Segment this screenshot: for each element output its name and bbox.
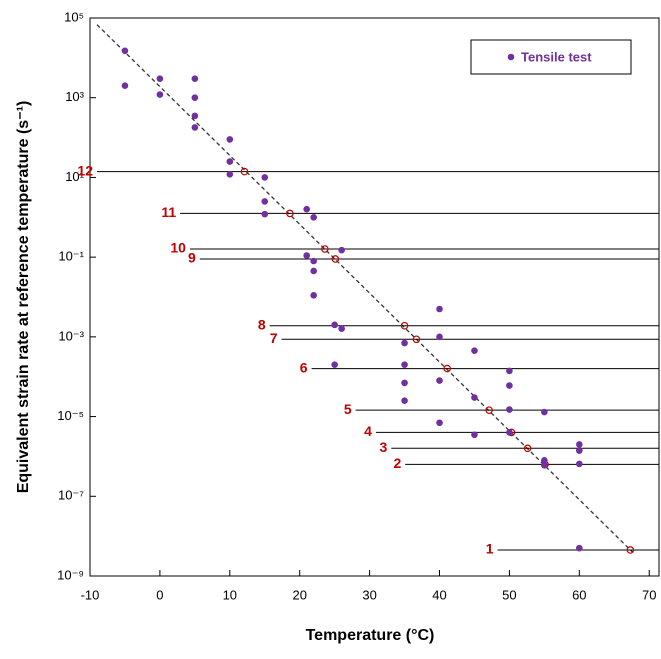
y-tick-label: 10³ [65,89,84,104]
intersection-point [626,546,635,554]
data-point [310,267,317,275]
data-point [471,431,478,439]
data-point [156,75,164,82]
intersection-point [331,255,340,263]
data-point [471,347,478,354]
data-point [541,408,548,416]
x-tick-label: 50 [502,587,516,602]
data-point [471,394,478,401]
x-tick-label: 0 [156,587,163,602]
x-tick-label: 60 [572,587,586,602]
data-point [401,339,408,347]
data-point [506,367,513,375]
y-tick-label: 10⁻⁹ [57,567,84,582]
data-point [156,91,164,98]
data-point [261,198,269,205]
data-point [191,75,199,82]
ref-label: 4 [364,423,372,439]
data-point [436,377,443,384]
ref-label: 5 [344,401,352,417]
data-point [121,47,129,55]
data-point [541,456,548,464]
x-tick-label: 70 [642,587,656,602]
data-point [576,460,583,468]
x-axis-title: Temperature (°C) [306,627,435,644]
ref-label: 7 [270,330,278,346]
ref-label: 10 [170,240,186,256]
intersection-point [412,335,421,344]
plot-frame [89,17,660,577]
intersection-point [443,364,451,373]
y-tick-label: 10¹ [65,169,84,184]
intersection-point [485,406,493,414]
data-point [436,419,443,427]
ref-label: 11 [161,204,176,220]
data-point [303,205,310,213]
data-point [310,257,317,265]
ref-label: 3 [379,439,387,455]
x-tick-label: 40 [432,587,446,602]
x-tick-label: 10 [223,587,237,602]
data-point [506,429,513,436]
data-point [576,544,583,552]
data-point [121,82,129,90]
data-point [401,397,408,405]
ref-label: 1 [486,541,494,557]
x-tick-label: 20 [292,587,306,602]
x-tick-label: 30 [362,587,376,602]
y-tick-label: 10⁻¹ [58,249,84,264]
y-axis-title: Equivalent strain rate at reference temp… [15,101,32,494]
ref-label: 2 [393,455,401,471]
data-point [506,382,513,389]
data-point [401,361,408,369]
intersection-point [321,245,329,253]
data-point [261,210,269,218]
intersection-point [400,321,409,330]
data-point [506,406,513,413]
y-tick-label: 10⁻⁷ [58,488,84,503]
data-point [401,379,408,387]
ref-label: 9 [188,250,196,266]
data-point [576,441,583,448]
legend-label: Tensile test [521,49,592,64]
ref-label: 12 [77,162,93,178]
data-point [338,246,345,254]
data-point [226,158,234,165]
y-tick-label: 10⁻⁵ [57,408,84,423]
legend-box [470,39,632,75]
y-tick-label: 10⁻³ [58,328,84,343]
intersection-point [286,209,294,218]
intersection-point [523,444,532,453]
data-point [331,321,338,329]
data-point [303,252,310,259]
legend-marker [507,53,515,61]
data-point [331,361,338,369]
data-point [436,333,443,341]
x-tick-label: -10 [81,587,100,602]
data-point [191,94,199,102]
data-point [338,325,345,333]
data-point [310,213,317,221]
intersection-point [240,167,249,176]
data-point [436,305,443,313]
ref-label: 8 [258,316,266,332]
data-point [261,174,269,181]
data-point [541,461,548,469]
data-point [576,447,583,454]
ref-label: 6 [300,359,308,375]
data-point [226,170,234,178]
data-point [226,136,234,143]
data-point [191,124,199,131]
data-point [191,112,199,120]
data-point [310,292,317,299]
y-tick-label: 10⁵ [64,9,84,24]
